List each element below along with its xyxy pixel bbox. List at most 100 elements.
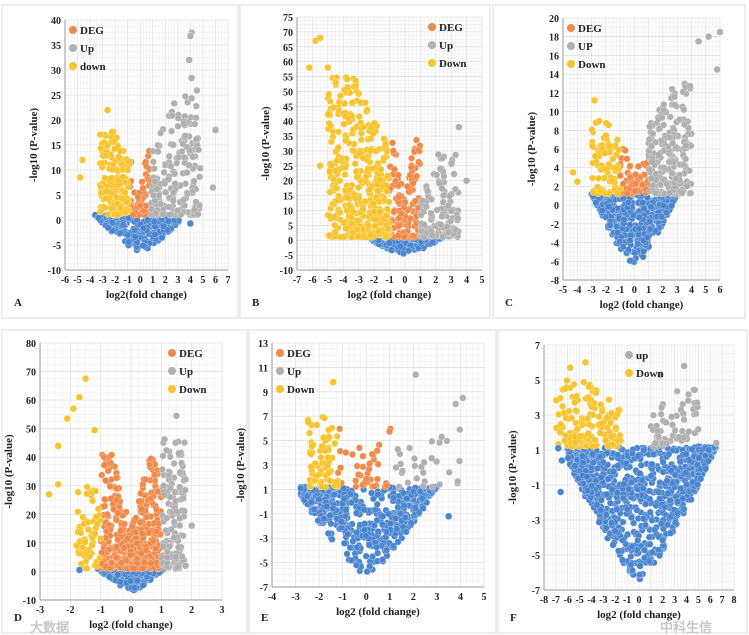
data-point-deg — [400, 233, 408, 241]
data-point-up — [162, 526, 170, 534]
data-point-deg — [130, 564, 138, 573]
x-tick-label: 2 — [660, 595, 665, 606]
y-tick-label: 11 — [259, 363, 268, 374]
data-point-up — [169, 189, 178, 197]
data-point-deg — [114, 509, 122, 517]
data-point-down — [362, 173, 370, 181]
data-point-deg — [134, 193, 142, 201]
data-point-not-significant — [407, 519, 415, 527]
data-point-up — [179, 494, 187, 502]
data-point-up — [170, 99, 178, 107]
data-point-not-significant — [346, 544, 354, 552]
data-point-deg — [120, 544, 128, 552]
data-point-up — [185, 161, 193, 169]
data-point-deg — [368, 450, 376, 458]
data-point-up — [675, 116, 684, 124]
data-point-up — [165, 152, 173, 160]
y-tick-label: 75 — [283, 13, 293, 24]
data-point-down — [318, 442, 326, 450]
data-point-deg — [359, 463, 367, 471]
data-point-not-significant — [643, 233, 651, 242]
data-point-down — [317, 483, 325, 491]
data-point-outlier — [181, 561, 190, 570]
data-point-up — [443, 437, 451, 445]
data-point-deg — [366, 459, 374, 468]
data-point-deg — [152, 544, 160, 553]
data-point-deg — [141, 558, 149, 566]
data-point-down — [311, 477, 319, 485]
x-tick-label: 7 — [720, 595, 725, 606]
data-point-outlier — [75, 393, 84, 402]
x-tick-label: -1 — [616, 285, 624, 296]
data-point-up — [166, 493, 174, 501]
x-tick-label: 5 — [480, 275, 485, 286]
data-point-deg — [623, 155, 631, 163]
x-tick-label: 4 — [188, 275, 193, 286]
data-point-outlier — [716, 28, 724, 36]
data-point-not-significant — [386, 520, 394, 528]
y-tick-label: 2 — [554, 182, 559, 193]
data-point-not-significant — [329, 504, 337, 512]
y-tick-label: 10 — [51, 166, 61, 177]
data-point-not-significant — [297, 484, 305, 493]
data-point-not-significant — [365, 541, 373, 549]
data-point-down — [102, 187, 110, 195]
data-point-down — [591, 152, 599, 160]
data-point-up — [420, 458, 428, 466]
data-point-up — [417, 211, 425, 219]
data-point-up — [666, 189, 674, 197]
x-tick-label: 0 — [129, 605, 134, 616]
data-point-not-significant — [634, 240, 642, 248]
data-point-down — [331, 228, 339, 236]
data-point-down — [595, 117, 603, 125]
data-point-deg — [352, 483, 360, 491]
y-axis-label: -log10 (P-value) — [235, 428, 247, 503]
x-tick-label: -4 — [339, 275, 347, 286]
data-point-up — [428, 483, 436, 491]
x-tick-label: 1 — [159, 605, 164, 616]
data-point-down — [380, 154, 388, 162]
data-point-outlier — [69, 404, 78, 413]
data-point-down — [367, 123, 375, 132]
data-point-down — [382, 140, 390, 148]
data-point-up — [164, 471, 172, 480]
x-tick-label: -8 — [540, 595, 548, 606]
data-point-down — [330, 213, 339, 221]
x-tick-label: 3 — [675, 285, 680, 296]
data-point-not-significant — [648, 548, 656, 556]
data-point-down — [605, 190, 613, 198]
data-point-up — [398, 467, 406, 475]
data-point-not-significant — [352, 561, 360, 569]
y-axis-label: -log10 (P-value) — [260, 106, 272, 181]
data-point-deg — [415, 158, 423, 166]
data-point-up — [165, 175, 173, 183]
data-point-down — [382, 212, 391, 220]
x-tick-label: 0 — [138, 275, 143, 286]
x-tick-label: -5 — [575, 595, 583, 606]
x-tick-label: -2 — [370, 275, 378, 286]
data-point-not-significant — [349, 537, 357, 545]
data-point-deg — [132, 514, 140, 522]
data-point-up — [672, 175, 680, 183]
data-point-not-significant — [374, 490, 382, 499]
legend-label: DEG — [439, 22, 463, 34]
y-tick-label: 80 — [26, 339, 36, 350]
legend-marker — [428, 41, 436, 49]
data-point-up — [647, 174, 655, 182]
data-point-not-significant — [659, 202, 667, 210]
data-point-up — [411, 462, 419, 470]
data-point-up — [163, 514, 171, 522]
legend-label: UP — [578, 41, 593, 53]
data-point-up — [447, 207, 455, 215]
x-tick-label: 3 — [220, 605, 225, 616]
data-point-down — [346, 186, 354, 194]
data-point-deg — [103, 510, 111, 518]
data-point-down — [83, 483, 91, 491]
x-tick-label: 4 — [458, 592, 463, 603]
data-point-not-significant — [668, 202, 676, 210]
y-tick-label: 70 — [26, 368, 36, 379]
data-point-up — [671, 93, 679, 101]
data-point-down — [359, 205, 367, 213]
data-point-outlier — [187, 74, 196, 82]
data-point-up — [180, 507, 189, 515]
